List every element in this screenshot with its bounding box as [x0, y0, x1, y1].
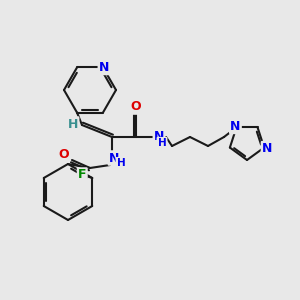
Text: O: O [59, 148, 69, 160]
Text: N: N [99, 61, 109, 74]
Text: H: H [68, 118, 78, 130]
Text: N: N [230, 120, 241, 133]
Text: H: H [117, 158, 125, 168]
Text: O: O [131, 100, 141, 113]
Text: N: N [262, 142, 272, 155]
Text: F: F [78, 169, 86, 182]
Text: H: H [158, 138, 166, 148]
Text: N: N [154, 130, 164, 142]
Text: N: N [109, 152, 119, 164]
